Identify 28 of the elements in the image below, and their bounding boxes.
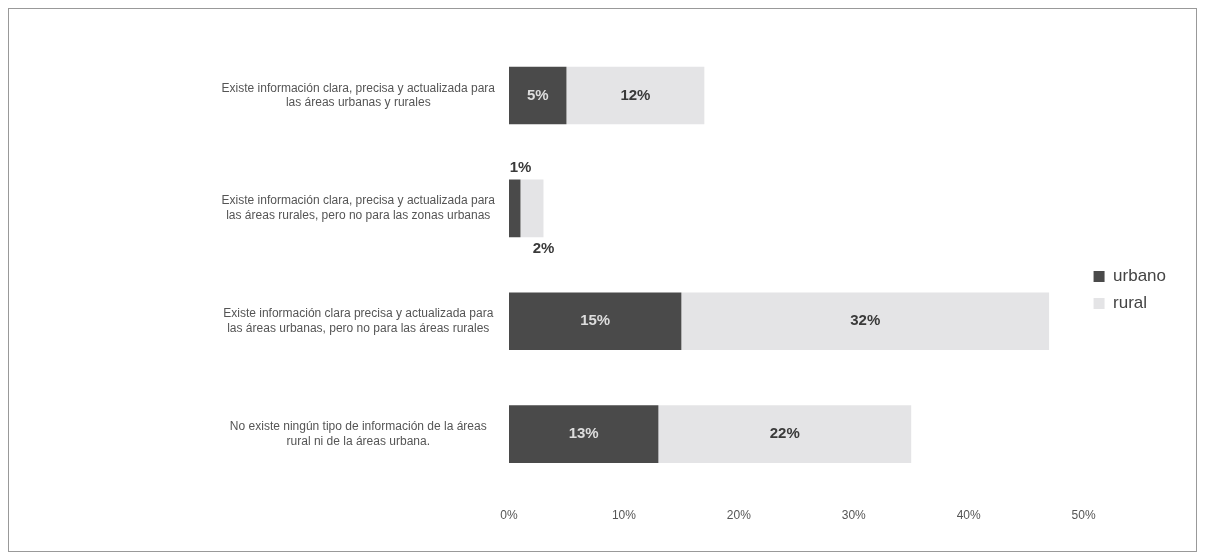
bar	[509, 179, 521, 238]
data-label: 12%	[620, 85, 651, 103]
x-tick-label: 10%	[611, 508, 637, 523]
y-tick-label: No existe ningún tipo de información de la áreas rural ni de la áreas urbana.	[229, 419, 487, 448]
x-tick-label: 50%	[1071, 508, 1096, 523]
x-tick-label: 0%	[500, 508, 518, 523]
y-tick-label: Existe información clara, precisa y actualizada para las áreas rurales, pero no para las zonas urbanas	[221, 193, 496, 222]
data-label: 2%	[532, 239, 555, 257]
data-label: 5%	[526, 85, 549, 103]
data-label: 15%	[580, 311, 611, 329]
bar	[509, 405, 659, 463]
bar	[509, 292, 682, 351]
y-tick-label: Existe información clara precisa y actualizada para las áreas urbanas, pero no para las áreas rurales	[223, 306, 494, 335]
legend-label: urbano	[1113, 266, 1166, 286]
bar	[520, 179, 544, 238]
legend-label: rural	[1113, 293, 1148, 313]
y-tick-label: Existe información clara, precisa y actualizada para las áreas urbanas y rurales	[221, 80, 496, 109]
bar	[509, 66, 567, 125]
x-tick-label: 20%	[726, 508, 752, 523]
x-tick-label: 40%	[956, 508, 981, 523]
data-label: 22%	[769, 424, 800, 442]
data-label: 1%	[509, 157, 532, 175]
x-tick-label: 30%	[841, 508, 867, 523]
data-label: 13%	[568, 424, 599, 442]
bar	[566, 66, 705, 125]
data-label: 32%	[850, 311, 881, 329]
bar	[681, 292, 1050, 351]
bar	[658, 405, 912, 463]
